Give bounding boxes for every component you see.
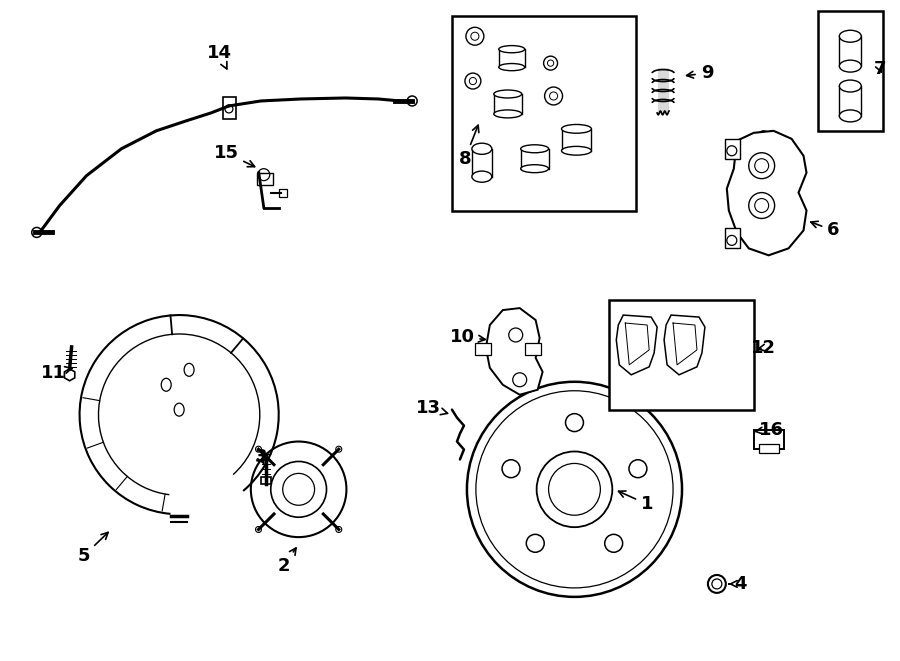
FancyBboxPatch shape — [475, 343, 491, 355]
Polygon shape — [65, 369, 75, 381]
Text: 8: 8 — [459, 125, 479, 168]
Circle shape — [513, 373, 526, 387]
Text: 4: 4 — [729, 575, 747, 593]
Bar — [223, 97, 236, 119]
Text: 13: 13 — [416, 399, 447, 416]
Ellipse shape — [521, 165, 549, 173]
Circle shape — [727, 235, 737, 245]
Ellipse shape — [840, 30, 861, 42]
Bar — [724, 229, 740, 249]
Ellipse shape — [840, 110, 861, 122]
Bar — [609, 300, 753, 410]
Text: 11: 11 — [41, 364, 72, 382]
Text: 1: 1 — [618, 491, 653, 514]
Ellipse shape — [494, 110, 522, 118]
Circle shape — [749, 192, 775, 219]
Circle shape — [758, 131, 770, 143]
Circle shape — [749, 153, 775, 178]
Bar — [452, 17, 636, 210]
Text: 2: 2 — [277, 548, 296, 575]
Bar — [759, 444, 778, 453]
Circle shape — [544, 87, 562, 105]
Text: 10: 10 — [449, 328, 485, 346]
Ellipse shape — [840, 60, 861, 72]
Bar — [759, 133, 769, 141]
Circle shape — [465, 73, 481, 89]
Ellipse shape — [472, 143, 491, 154]
Ellipse shape — [499, 46, 525, 53]
Text: 16: 16 — [755, 420, 784, 439]
Ellipse shape — [499, 63, 525, 71]
Bar — [256, 173, 273, 184]
Bar — [753, 430, 784, 449]
Polygon shape — [664, 315, 705, 375]
Text: 3: 3 — [255, 448, 267, 467]
Text: 9: 9 — [687, 64, 713, 82]
FancyBboxPatch shape — [525, 343, 541, 355]
Ellipse shape — [521, 145, 549, 153]
Text: 12: 12 — [752, 339, 776, 357]
Polygon shape — [616, 315, 657, 375]
Circle shape — [727, 146, 737, 156]
Ellipse shape — [840, 80, 861, 92]
Polygon shape — [727, 131, 806, 255]
Text: 15: 15 — [213, 143, 255, 167]
Bar — [279, 188, 287, 196]
Bar — [261, 477, 271, 485]
Ellipse shape — [472, 171, 491, 182]
Bar — [724, 139, 740, 159]
Circle shape — [544, 56, 557, 70]
Text: 5: 5 — [77, 532, 108, 565]
Text: 7: 7 — [874, 60, 886, 78]
Ellipse shape — [562, 124, 591, 134]
Ellipse shape — [562, 146, 591, 155]
Bar — [818, 11, 883, 131]
Text: 6: 6 — [811, 221, 840, 239]
Text: 14: 14 — [206, 44, 231, 69]
Polygon shape — [486, 308, 543, 395]
Circle shape — [466, 27, 484, 45]
Ellipse shape — [494, 90, 522, 98]
Circle shape — [508, 328, 523, 342]
